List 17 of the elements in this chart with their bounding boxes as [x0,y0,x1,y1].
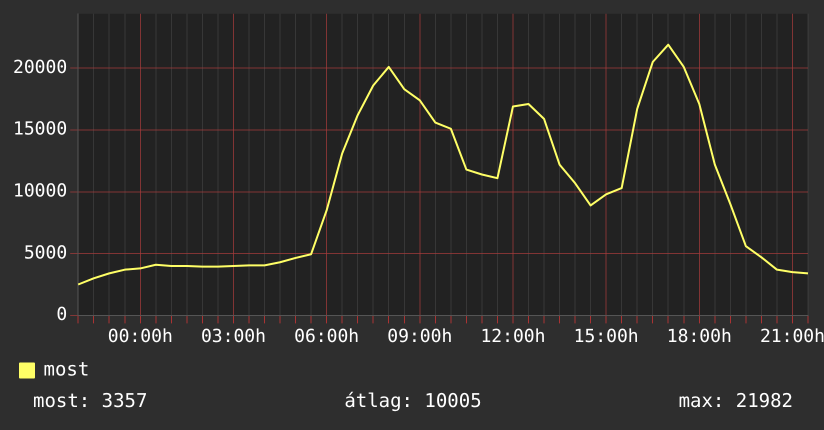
x-tick-label: 00:00h [108,326,173,347]
text: átlag: 10005 [344,390,482,412]
y-tick-label: 0 [56,304,68,326]
legend-label: most [44,358,90,380]
text: most: 3357 [33,390,148,412]
y-tick-label: 15000 [12,118,68,140]
x-tick-label: 18:00h [666,326,732,347]
x-tick-label: 03:00h [200,326,266,347]
y-tick-label: 10000 [12,180,68,202]
x-tick-label: 15:00h [574,326,639,347]
y-tick-label: 20000 [12,56,68,78]
y-tick-label: 5000 [24,242,68,264]
text: max: 21982 [678,390,793,412]
x-tick-label: 06:00h [294,326,360,347]
x-tick-label: 21:00h [760,326,824,347]
x-tick-label: 12:00h [480,326,546,347]
x-tick-label: 09:00h [387,326,452,347]
